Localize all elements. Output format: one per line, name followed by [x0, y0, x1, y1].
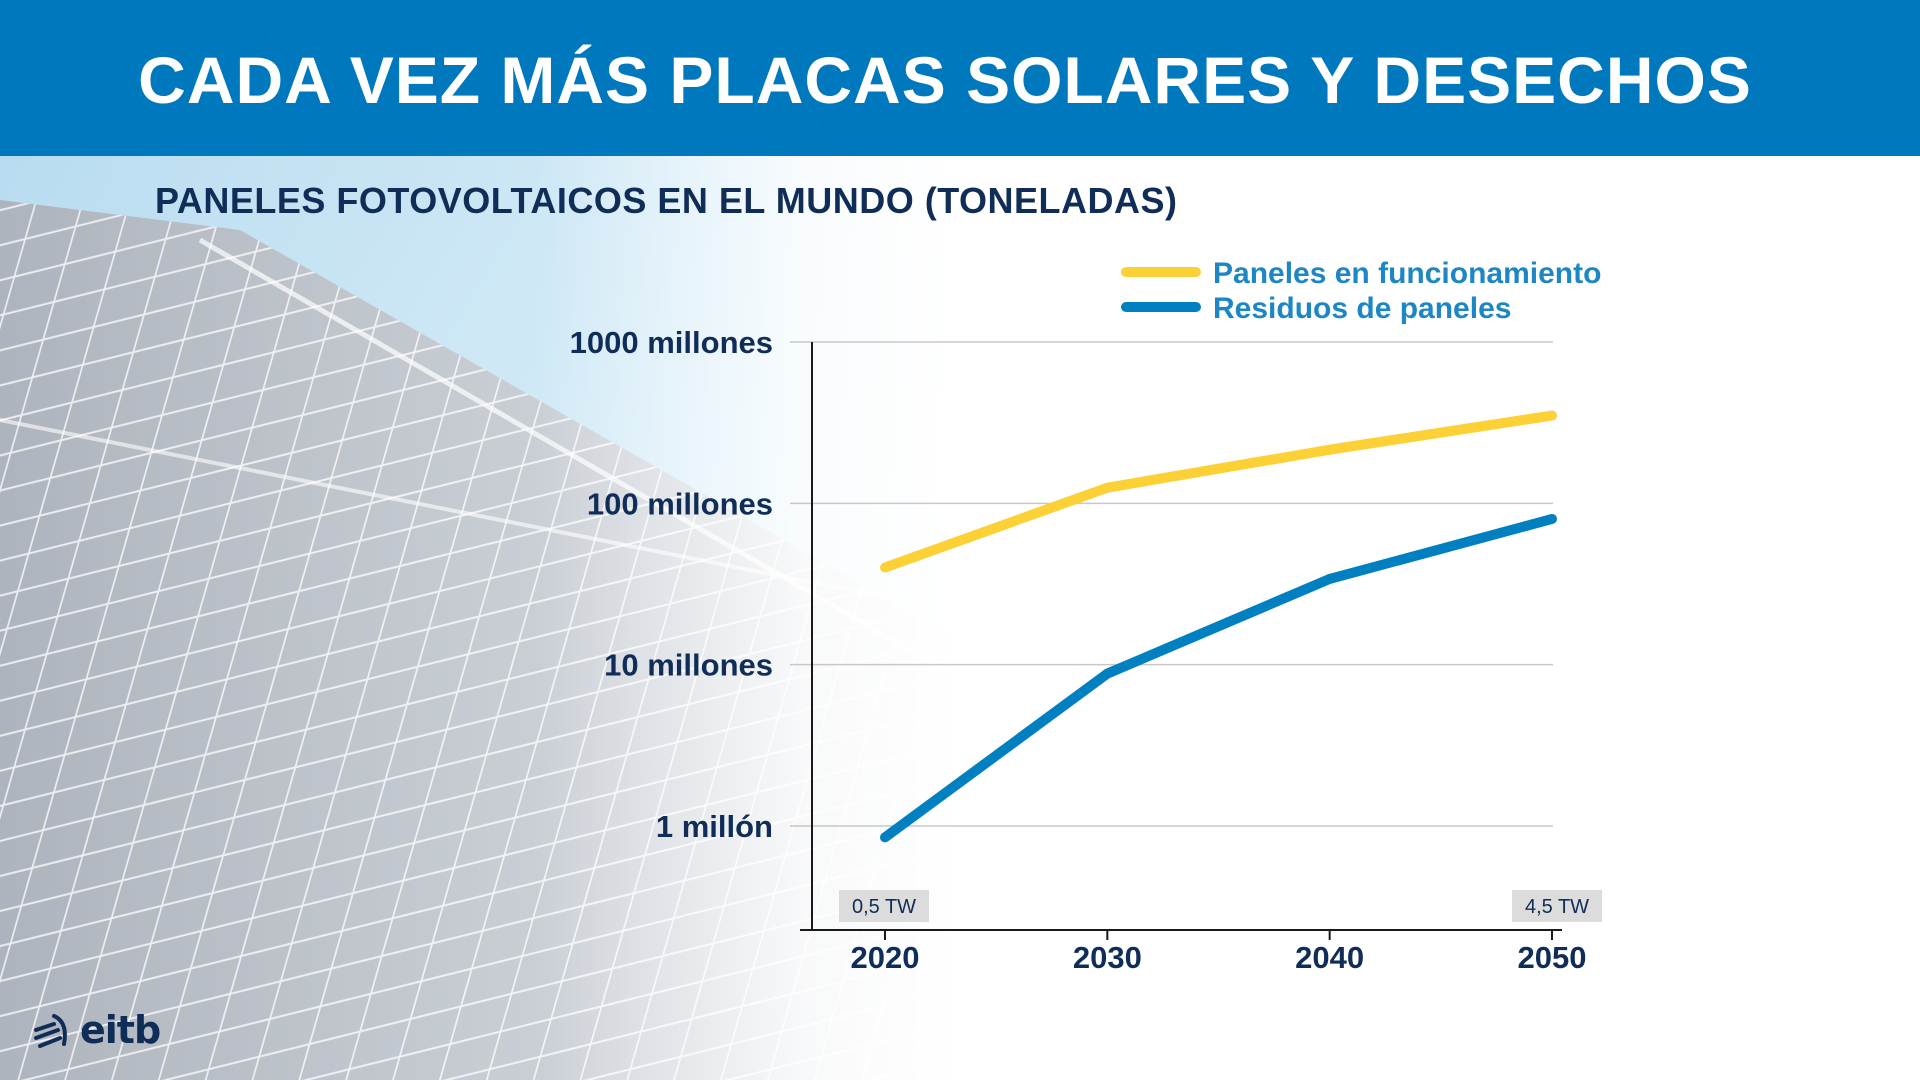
capacity-tag-label: 4,5 TW [1525, 896, 1589, 918]
data-point [1102, 668, 1113, 679]
x-tick-label: 2030 [1073, 940, 1142, 975]
header-bar: CADA VEZ MÁS PLACAS SOLARES Y DESECHOS [0, 0, 1920, 156]
data-point [880, 832, 890, 843]
data-point [1547, 513, 1557, 524]
y-tick-label: 10 millones [604, 648, 773, 683]
capacity-tag-label: 0,5 TW [852, 896, 916, 918]
x-tick-label: 2050 [1518, 940, 1587, 975]
x-tick-label: 2040 [1295, 940, 1364, 975]
x-tick-label: 2020 [851, 940, 920, 975]
capacity-tag-box [839, 890, 929, 922]
data-point [1547, 410, 1557, 421]
series-line-waste [882, 514, 1554, 842]
eitb-logo-icon [34, 1014, 67, 1048]
eitb-logo-text: eitb [80, 1008, 161, 1052]
data-point [1324, 573, 1335, 584]
page-title: CADA VEZ MÁS PLACAS SOLARES Y DESECHOS [138, 43, 1752, 117]
legend-label: Residuos de paneles [1213, 292, 1511, 325]
capacity-tag-box [1512, 890, 1602, 922]
data-point [1102, 482, 1113, 493]
y-tick-label: 1000 millones [570, 325, 773, 360]
chart-subtitle: PANELES FOTOVOLTAICOS EN EL MUNDO (TONEL… [155, 180, 1178, 221]
legend-label: Paneles en funcionamiento [1213, 257, 1601, 290]
y-tick-label: 100 millones [587, 486, 773, 521]
series-line-operating [883, 410, 1553, 573]
eitb-logo: eitb [32, 1005, 161, 1055]
y-tick-label: 1 millón [656, 809, 773, 844]
data-point [1324, 444, 1335, 455]
data-point [880, 562, 890, 573]
